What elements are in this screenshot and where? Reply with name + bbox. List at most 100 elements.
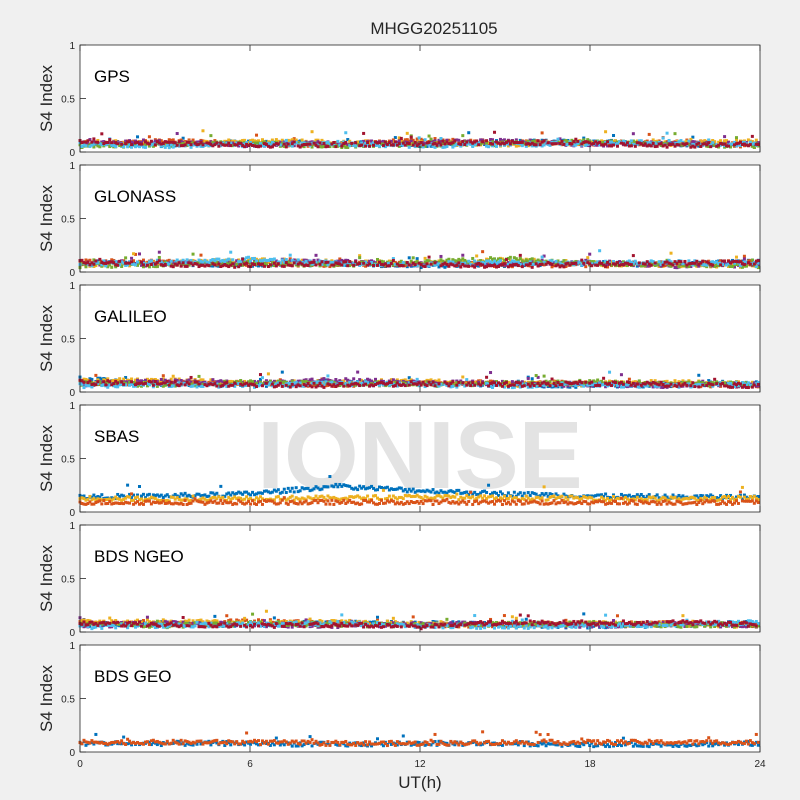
data-point (243, 262, 247, 266)
data-point (80, 262, 84, 266)
data-point (134, 263, 138, 267)
data-point (138, 252, 141, 256)
data-point (687, 139, 691, 143)
data-point (512, 141, 516, 145)
data-point (213, 139, 217, 143)
data-point (467, 264, 471, 268)
data-point (229, 250, 233, 254)
data-point (723, 144, 727, 148)
data-point (255, 259, 259, 263)
data-point (389, 378, 393, 382)
data-point (330, 260, 334, 264)
data-point (138, 145, 141, 149)
data-point (310, 260, 314, 264)
data-point (294, 263, 298, 267)
data-point (560, 264, 564, 268)
data-point (167, 261, 171, 265)
data-point (496, 264, 500, 268)
data-point (504, 383, 508, 387)
data-point (530, 265, 534, 269)
data-point (348, 144, 352, 148)
data-point (734, 136, 738, 140)
data-point (185, 143, 189, 147)
data-point (231, 139, 235, 143)
data-point (709, 262, 713, 266)
data-point (588, 144, 592, 148)
data-point (364, 144, 368, 148)
data-point (112, 378, 116, 382)
data-point (217, 264, 221, 268)
data-points (78, 249, 760, 270)
data-point (659, 143, 663, 147)
data-point (338, 257, 342, 261)
data-point (163, 260, 167, 264)
data-point (457, 264, 461, 268)
data-point (457, 140, 461, 144)
data-point (346, 264, 350, 268)
data-point (235, 143, 239, 147)
data-point (387, 259, 391, 263)
data-point (588, 141, 592, 145)
data-point (738, 260, 742, 264)
data-point (185, 140, 189, 144)
data-point (495, 140, 498, 144)
data-point (120, 260, 124, 264)
data-point (372, 260, 376, 264)
data-point (217, 143, 221, 147)
data-point (524, 144, 528, 148)
data-point (370, 261, 374, 265)
data-point (88, 138, 92, 142)
data-point (120, 142, 124, 146)
data-point (253, 139, 257, 143)
data-point (389, 139, 393, 143)
data-point (318, 141, 322, 145)
data-point (308, 259, 312, 263)
data-point (627, 259, 631, 263)
data-point (262, 144, 266, 148)
data-point (213, 380, 217, 384)
data-point (711, 263, 715, 267)
data-point (750, 134, 754, 138)
data-point (500, 257, 504, 261)
chart-title: MHGG20251105 (370, 19, 497, 38)
data-point (334, 140, 338, 144)
data-point (572, 384, 576, 388)
data-point (627, 377, 631, 381)
data-point (619, 260, 623, 264)
data-point (461, 253, 465, 257)
data-point (679, 260, 683, 264)
data-point (221, 141, 225, 145)
data-point (173, 262, 177, 266)
data-point (167, 262, 171, 266)
data-point (191, 261, 195, 265)
data-point (612, 262, 616, 266)
data-point (445, 260, 449, 264)
data-point (556, 263, 560, 267)
data-point (629, 263, 633, 267)
data-point (651, 140, 655, 144)
data-point (540, 261, 544, 265)
data-point (546, 385, 550, 389)
data-point (713, 264, 717, 268)
data-point (310, 145, 314, 149)
data-point (187, 379, 191, 383)
data-point (326, 383, 330, 387)
data-point (598, 140, 602, 144)
data-point (423, 256, 427, 260)
data-point (645, 261, 649, 265)
data-point (487, 141, 491, 145)
data-point (322, 260, 326, 264)
data-point (756, 259, 760, 263)
data-point (459, 142, 463, 146)
data-point (665, 142, 669, 146)
data-point (342, 379, 346, 383)
data-point (594, 261, 598, 265)
data-point (453, 264, 457, 268)
data-point (122, 140, 126, 144)
data-point (721, 259, 725, 263)
data-point (292, 258, 296, 262)
data-point (134, 145, 138, 149)
data-point (316, 140, 320, 144)
data-points (78, 370, 760, 390)
data-point (534, 139, 538, 143)
